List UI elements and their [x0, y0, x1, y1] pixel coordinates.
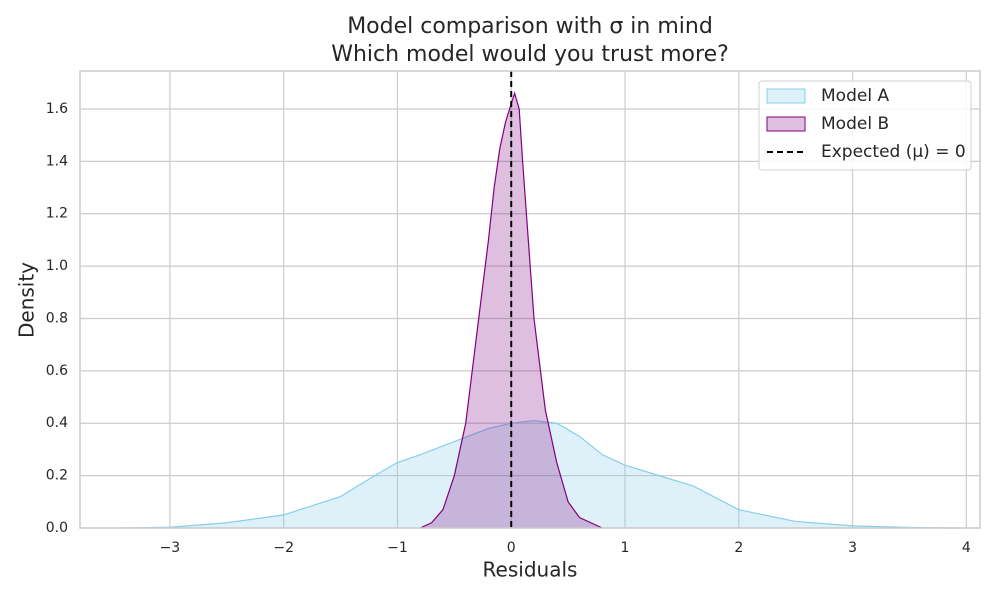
- y-tick-label: 0.2: [46, 468, 68, 484]
- y-tick-label: 1.6: [46, 101, 68, 117]
- legend-label: Model B: [821, 114, 889, 134]
- x-tick-label: 4: [962, 540, 971, 556]
- density-area: [420, 93, 603, 528]
- plot-frame: [79, 70, 981, 529]
- x-tick-label: −1: [387, 540, 408, 556]
- y-tick-label: 0.4: [46, 415, 68, 431]
- x-tick-label: −2: [273, 540, 294, 556]
- y-tick-label: 0.8: [46, 310, 68, 326]
- legend: Model A Model B Expected (μ) = 0: [758, 80, 972, 171]
- chart-subtitle: Which model would you trust more?: [331, 42, 729, 67]
- density-line: [419, 91, 603, 529]
- x-axis-label: Residuals: [483, 558, 578, 582]
- y-axis-label: Density: [15, 262, 39, 338]
- y-tick-label: 0.0: [46, 520, 68, 536]
- x-tick-label: 2: [734, 540, 743, 556]
- legend-swatch: [766, 116, 806, 132]
- x-tick-label: 3: [848, 540, 857, 556]
- density-line: [124, 420, 955, 529]
- legend-label: Expected (μ) = 0: [821, 142, 966, 162]
- y-tick-label: 1.4: [46, 153, 68, 169]
- y-tick-label: 1.0: [46, 258, 68, 274]
- x-tick-label: −3: [160, 540, 181, 556]
- x-tick-label: 0: [507, 540, 516, 556]
- x-tick-label: 1: [621, 540, 630, 556]
- y-tick-label: 1.2: [46, 206, 68, 222]
- density-area: [124, 420, 955, 528]
- legend-label: Model A: [821, 86, 889, 106]
- y-tick-label: 0.6: [46, 363, 68, 379]
- legend-box: [758, 80, 972, 171]
- legend-swatch: [766, 88, 806, 104]
- chart-title: Model comparison with σ in mind: [347, 14, 713, 39]
